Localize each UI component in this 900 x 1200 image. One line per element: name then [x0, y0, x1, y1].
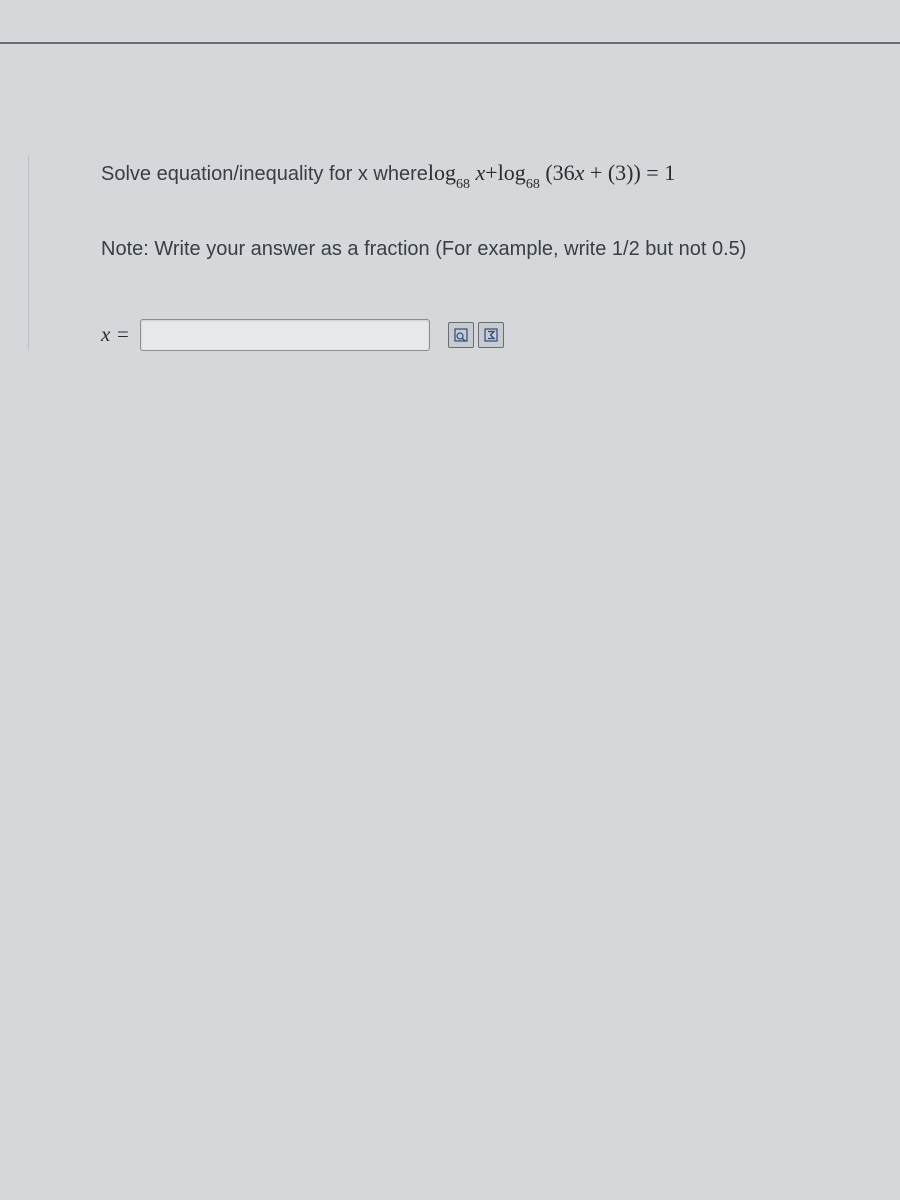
- preview-icon: [453, 327, 469, 343]
- equation-editor-button[interactable]: [478, 322, 504, 348]
- log2-arg-open: (: [540, 160, 553, 185]
- log2-sub: 68: [526, 177, 540, 192]
- log1-base: log: [428, 160, 456, 185]
- page-container: Solve equation/inequality for x where lo…: [0, 0, 900, 1200]
- answer-row: x =: [29, 319, 872, 351]
- log2-base: log: [498, 160, 526, 185]
- top-divider: [0, 42, 900, 44]
- equation-line: Solve equation/inequality for x where lo…: [101, 155, 852, 194]
- question-prefix: Solve equation/inequality for x where: [101, 158, 428, 190]
- answer-label: x =: [101, 322, 130, 347]
- preview-button[interactable]: [448, 322, 474, 348]
- question-text: Solve equation/inequality for x where lo…: [29, 155, 872, 194]
- log1-sub: 68: [456, 177, 470, 192]
- log2-var: x: [575, 160, 585, 185]
- answer-input[interactable]: [140, 319, 430, 351]
- note-text: Note: Write your answer as a fraction (F…: [29, 238, 872, 261]
- log1: log68 x: [428, 155, 485, 194]
- tool-buttons: [448, 322, 504, 348]
- plus-sign: +: [485, 155, 497, 190]
- answer-var: x: [101, 322, 110, 346]
- log2: log68 (36x + (3)) = 1: [498, 155, 676, 194]
- log2-rest: + (3)) = 1: [584, 160, 675, 185]
- answer-eq: =: [110, 322, 129, 346]
- log1-arg: x: [470, 160, 485, 185]
- sigma-icon: [483, 327, 499, 343]
- log2-coeff: 36: [553, 160, 575, 185]
- content-area: Solve equation/inequality for x where lo…: [28, 155, 872, 351]
